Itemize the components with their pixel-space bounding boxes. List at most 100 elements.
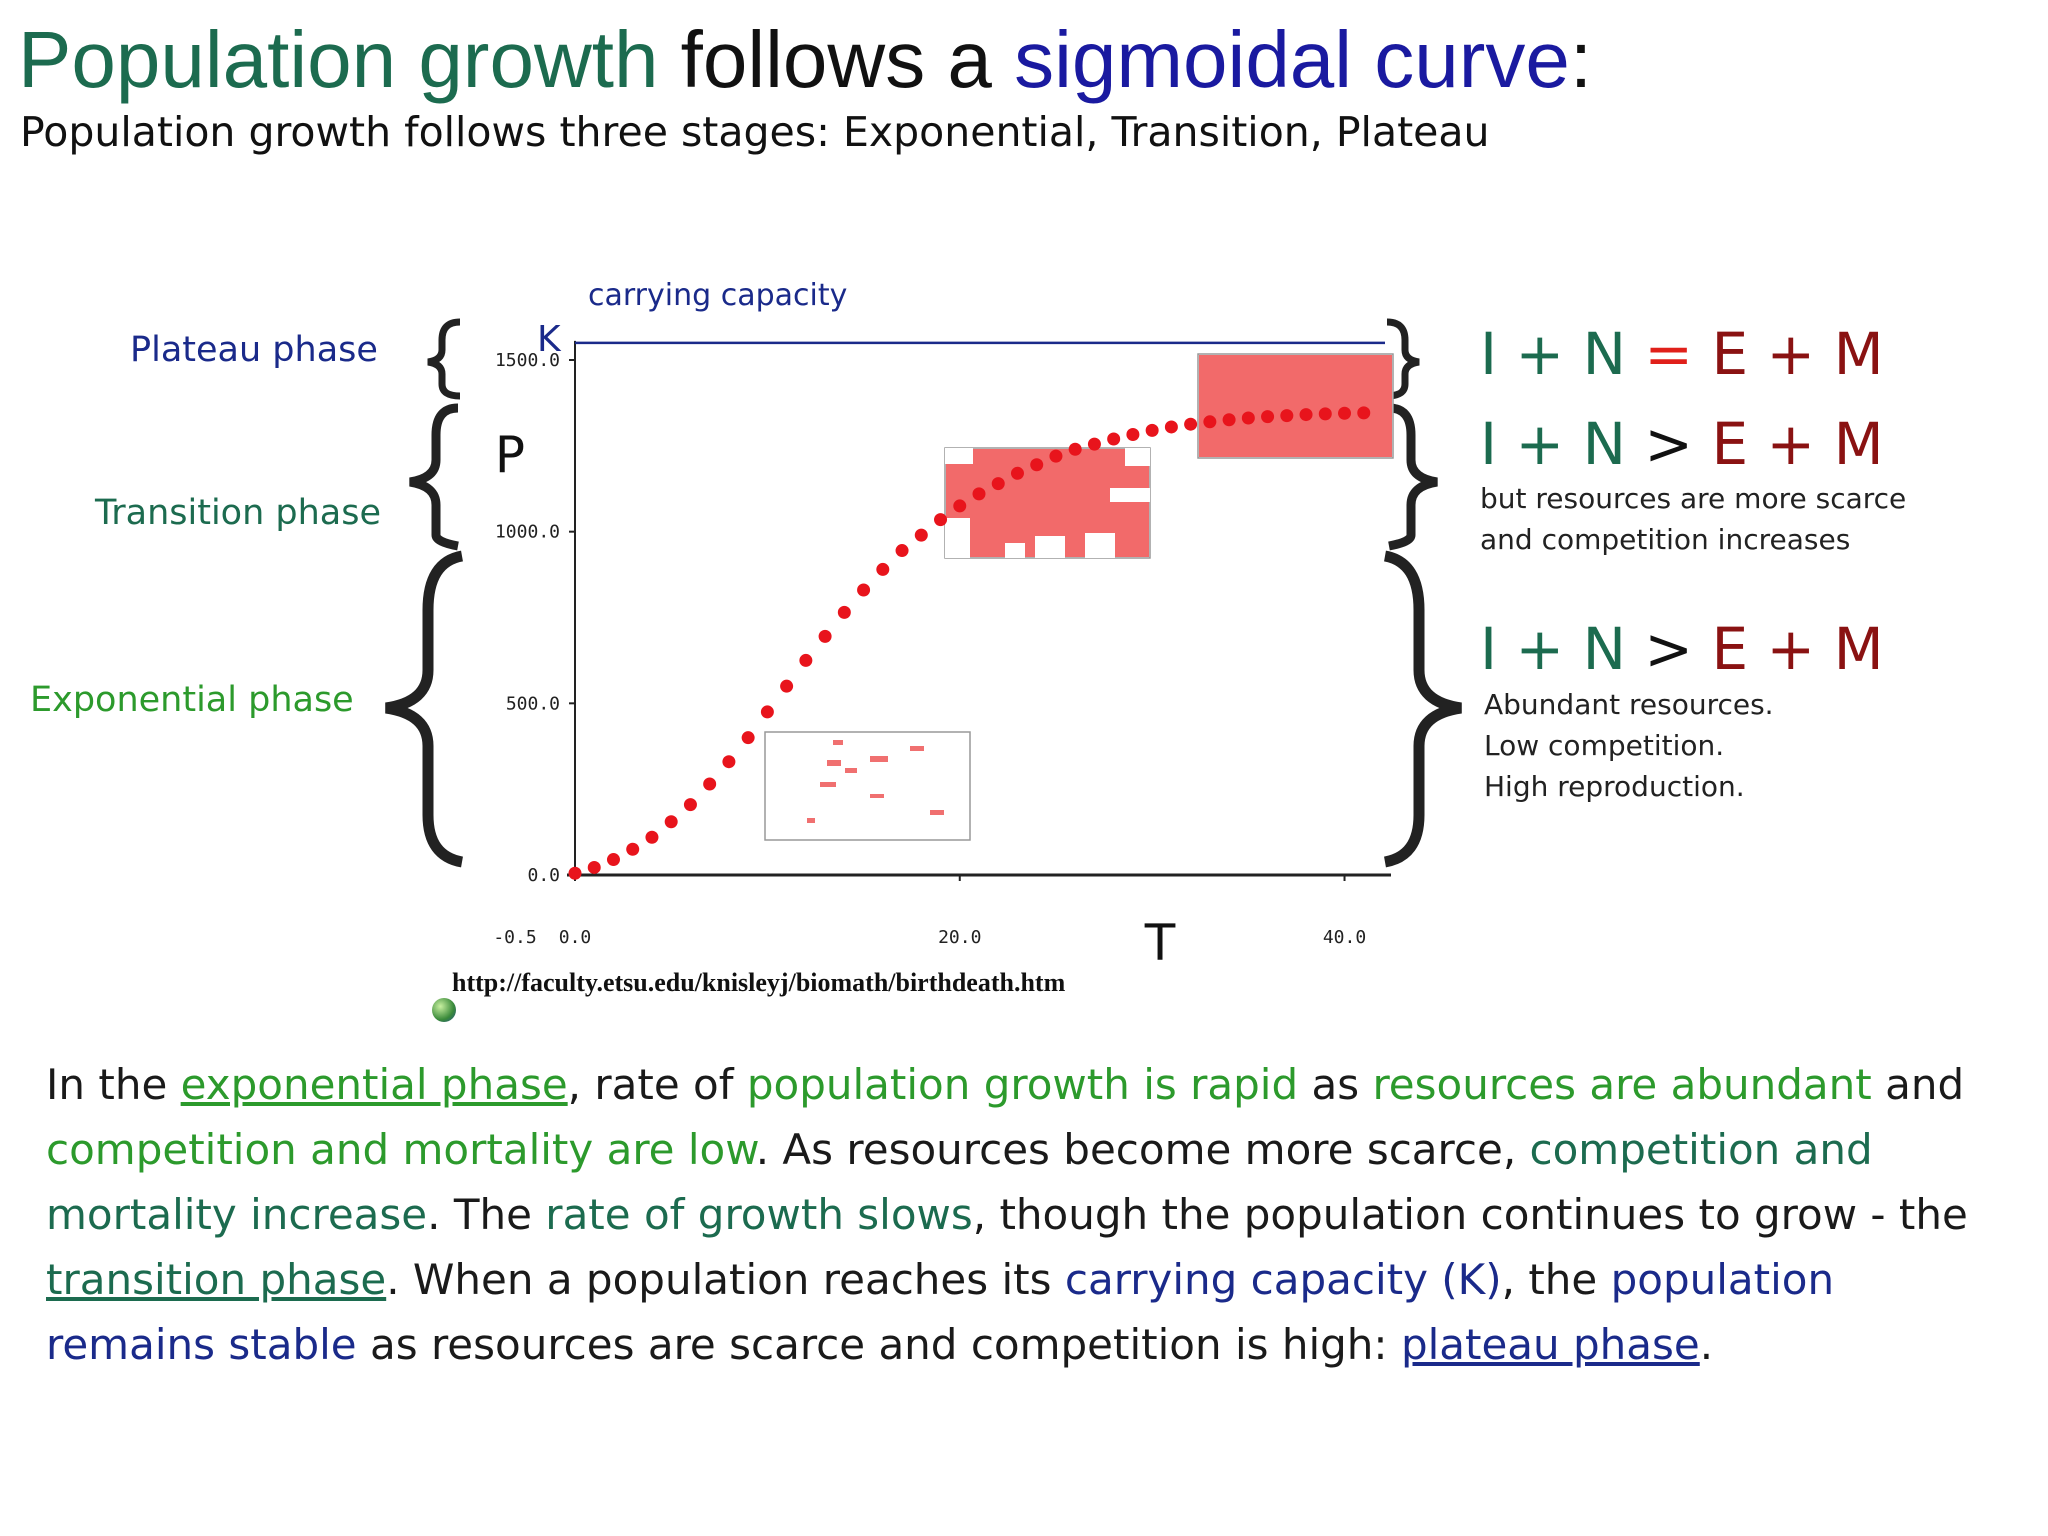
data-point bbox=[1357, 406, 1371, 420]
source-url-link[interactable]: http://faculty.etsu.edu/knisleyj/biomath… bbox=[452, 968, 1066, 997]
para-transition-phase-link[interactable]: transition phase bbox=[46, 1255, 387, 1304]
y-tick-label: 1000.0 bbox=[495, 522, 560, 543]
data-point bbox=[799, 653, 813, 667]
para-exponential-phase-link[interactable]: exponential phase bbox=[180, 1060, 568, 1109]
para-seg-19: as resources are scarce and competition … bbox=[356, 1320, 1401, 1369]
exponential-eq-rhs: E + M bbox=[1711, 615, 1884, 683]
description-paragraph: In the exponential phase, rate of popula… bbox=[46, 1052, 2006, 1377]
data-point bbox=[741, 731, 755, 745]
transition-phase-label: Transition phase bbox=[95, 493, 381, 533]
y-tick-label: 1500.0 bbox=[495, 350, 560, 371]
para-seg-6: resources are abundant bbox=[1372, 1060, 1872, 1109]
early-population-inset-blob bbox=[845, 768, 857, 773]
exponential-note-2: Low competition. bbox=[1484, 729, 1725, 762]
x-tick-label: -0.5 bbox=[493, 927, 536, 948]
exponential-equation: I + N > E + M bbox=[1480, 615, 1884, 683]
title-part-population-growth: Population growth bbox=[18, 15, 659, 104]
para-seg-4: population growth is rapid bbox=[746, 1060, 1299, 1109]
para-seg-5: as bbox=[1298, 1060, 1373, 1109]
data-point bbox=[1126, 428, 1140, 442]
data-point bbox=[626, 842, 640, 856]
plateau-phase-label: Plateau phase bbox=[130, 330, 378, 370]
exponential-note-1: Abundant resources. bbox=[1484, 688, 1774, 721]
data-point bbox=[1145, 423, 1159, 437]
exponential-phase-label: Exponential phase bbox=[30, 680, 354, 720]
para-seg-3: , rate of bbox=[567, 1060, 747, 1109]
early-population-inset-blob bbox=[820, 782, 836, 787]
transition-left-brace bbox=[409, 403, 459, 551]
transition-note-1: but resources are more scarce bbox=[1480, 482, 1907, 515]
early-population-inset-blob bbox=[870, 756, 888, 762]
k-label: K bbox=[537, 319, 562, 360]
data-point bbox=[818, 629, 832, 643]
transition-eq-rhs: E + M bbox=[1711, 410, 1884, 478]
globe-icon bbox=[432, 998, 456, 1022]
early-population-inset-blob bbox=[930, 810, 944, 815]
data-point bbox=[1280, 409, 1294, 423]
data-point bbox=[1184, 417, 1198, 431]
exponential-eq-op: > bbox=[1644, 615, 1694, 683]
data-point bbox=[972, 487, 986, 501]
chart-labels: 0.0 500.0 1000.0 1500.0 -0.5 0.0 20.0 40.0 Kcarr… bbox=[493, 278, 1366, 972]
plateau-equation: I + N = E + M bbox=[1480, 320, 1884, 388]
data-point bbox=[1299, 408, 1313, 422]
data-point bbox=[1049, 449, 1063, 463]
para-seg-12: rate of growth slows bbox=[545, 1190, 973, 1239]
y-tick-label: 0.0 bbox=[527, 865, 560, 886]
exponential-left-brace bbox=[385, 550, 464, 868]
data-point bbox=[1010, 466, 1024, 480]
mid-population-inset bbox=[944, 447, 1151, 559]
transition-notes: but resources are more scarce and compet… bbox=[1480, 478, 1906, 560]
early-population-inset-blob bbox=[910, 746, 924, 751]
title-part-colon: : bbox=[1569, 15, 1593, 104]
data-point bbox=[1068, 442, 1082, 456]
data-point bbox=[934, 513, 948, 527]
mid-population-inset-blob bbox=[1035, 536, 1065, 558]
chart-axes bbox=[567, 340, 1391, 881]
mid-population-inset-blob bbox=[1085, 533, 1115, 558]
data-point bbox=[1087, 437, 1101, 451]
para-plateau-phase-link[interactable]: plateau phase bbox=[1400, 1320, 1700, 1369]
para-seg-1: In the bbox=[46, 1060, 181, 1109]
mid-population-inset-blob bbox=[945, 518, 970, 558]
early-population-inset-frame bbox=[764, 731, 971, 841]
carrying-capacity-annotation: carrying capacity bbox=[588, 278, 847, 313]
x-tick-label: 0.0 bbox=[559, 927, 592, 948]
late-population-inset-fill bbox=[1199, 355, 1392, 457]
data-point bbox=[664, 815, 678, 829]
data-point bbox=[1318, 407, 1332, 421]
data-point bbox=[1164, 420, 1178, 434]
exponential-eq-lhs: I + N bbox=[1480, 615, 1626, 683]
exponential-notes: Abundant resources. Low competition. Hig… bbox=[1484, 684, 1774, 807]
data-point bbox=[645, 830, 659, 844]
para-seg-7: and bbox=[1871, 1060, 1965, 1109]
para-seg-13: , though the population continues to gro… bbox=[972, 1190, 1968, 1239]
plateau-left-brace bbox=[427, 318, 461, 400]
left-braces bbox=[385, 318, 464, 868]
late-population-inset bbox=[1197, 353, 1394, 459]
page-title: Population growth follows a sigmoidal cu… bbox=[18, 10, 1592, 110]
data-point bbox=[837, 605, 851, 619]
data-point bbox=[876, 562, 890, 576]
data-point bbox=[895, 544, 909, 558]
transition-eq-op: > bbox=[1644, 410, 1694, 478]
para-seg-8: competition and mortality are low bbox=[46, 1125, 756, 1174]
para-seg-9: . As resources become more scarce, bbox=[755, 1125, 1530, 1174]
data-point bbox=[606, 853, 620, 867]
early-population-inset-blob bbox=[833, 740, 843, 745]
y-tick-label: 500.0 bbox=[506, 693, 560, 714]
early-population-inset-blob bbox=[807, 818, 815, 823]
early-population-inset-blob bbox=[870, 794, 884, 798]
x-tick-label: 40.0 bbox=[1323, 927, 1366, 948]
right-braces bbox=[1383, 318, 1462, 868]
data-point bbox=[1241, 411, 1255, 425]
exponential-note-3: High reproduction. bbox=[1484, 770, 1745, 803]
para-seg-15: . When a population reaches its bbox=[386, 1255, 1065, 1304]
y-axis-label: P bbox=[495, 426, 525, 484]
data-point bbox=[1222, 413, 1236, 427]
chart-insets bbox=[764, 353, 1394, 841]
plateau-eq-op: = bbox=[1644, 320, 1694, 388]
data-point bbox=[1107, 432, 1121, 446]
para-seg-11: . The bbox=[427, 1190, 546, 1239]
data-point bbox=[914, 528, 928, 542]
